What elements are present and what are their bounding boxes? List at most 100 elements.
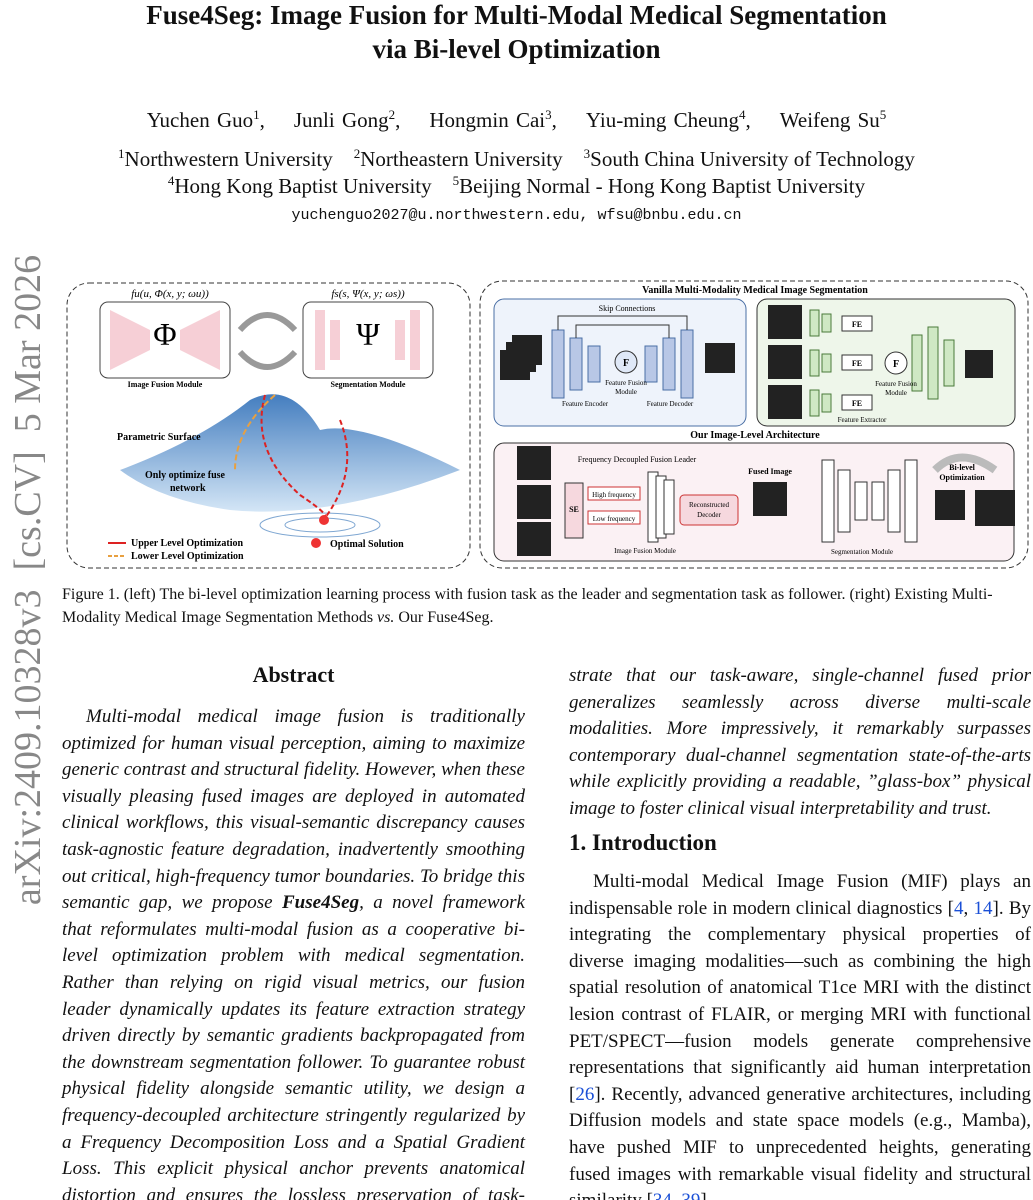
citation[interactable]: 34 [653,1190,672,1200]
label: Feature Encoder [562,400,609,408]
text-run: , [672,1190,682,1200]
text-run: ]. [700,1190,711,1200]
panel [66,282,471,569]
extractors [809,309,955,417]
text-run: , [963,897,974,919]
freq-box [587,486,641,501]
bold-run: Fuse4Seg [282,892,360,914]
formula: fs(s, Ψ(x, y; ωs)) [331,288,405,300]
citation[interactable]: 4 [954,897,964,919]
affiliations: 4Hong Kong Baptist University 5Beijing N… [0,173,1033,199]
affiliation-sup: 3 [583,146,591,161]
lower-path [234,394,276,471]
text-run: Multi-modal medical image fusion is trad… [62,706,525,914]
label: FE [852,359,862,368]
upper-path [324,419,349,519]
affiliation-name: Beijing Normal - Hong Kong Baptist Unive… [459,174,866,198]
label: Decoder [697,511,721,519]
box [99,301,231,379]
citation[interactable]: 14 [973,897,993,919]
mri-inputs [768,305,993,419]
text-run: ]. By integrating the complementary phys… [569,897,1032,1105]
citation[interactable]: 39 [681,1190,700,1200]
label: Our Image-Level Architecture [690,430,820,441]
symbol: Ψ [356,316,380,352]
label: Skip Connections [599,304,656,313]
author-sup: 4 [738,107,746,122]
label: Vanilla Multi-Modality Medical Image Seg… [642,285,868,296]
freq-box [587,510,641,525]
section-heading: 1. Introduction [569,830,717,855]
seg-shape [315,310,420,370]
author-name: Weifeng Su [779,108,880,132]
separator: , [551,108,557,132]
label: Optimization [939,473,985,482]
label: Frequency Decoupled Fusion Leader [578,455,697,464]
figure-caption: Figure 1. (left) The bi-level optimizati… [62,583,1032,629]
encoder-decoder [551,329,694,399]
bilevel-arrow [932,453,998,474]
symbol: Φ [153,316,176,352]
author-name: Yiu-ming Cheung [585,108,739,132]
mri-inputs [517,446,1015,556]
label: Module [615,388,637,396]
seg-net [821,459,918,543]
text-run: , a novel framework that reformulates mu… [62,892,525,1200]
label: FE [852,399,862,408]
label: Feature Decoder [647,400,694,408]
abstract-text: Multi-modal medical image fusion is trad… [62,704,525,1200]
fusion-node [884,351,908,375]
abstract-text: strate that our task-aware, single-chann… [569,663,1031,823]
side-stamp-area: arXiv:2409.10328v3 [cs.CV] 5 Mar 2026 [7,255,49,905]
label: Segmentation Module [331,380,406,389]
affiliation-sup: 1 [118,146,125,161]
label: High frequency [592,491,636,499]
author-name: Yuchen Guo [146,108,254,132]
label: Image Fusion Module [128,380,203,389]
separator: , [395,108,401,132]
abstract-heading: Abstract [252,662,335,687]
author-sup: 3 [545,107,552,122]
affiliations: 1Northwestern University 2Northeastern U… [0,146,1033,172]
separator: , [745,108,751,132]
mri-stack [500,335,735,380]
side-stamp: arXiv:2409.10328v3 [cs.CV] 5 Mar 2026 [7,255,49,905]
affiliation-sup: 5 [452,173,460,188]
label: Only optimize fuse [145,470,226,481]
label: Feature Fusion [875,380,917,388]
label: Feature Fusion [605,379,647,387]
label: network [170,483,206,494]
legend-label: Optimal Solution [330,539,404,550]
title-line: via Bi-level Optimization [372,34,661,64]
author-sup: 5 [879,107,887,122]
citation[interactable]: 26 [575,1083,595,1105]
affiliation-sup: 4 [167,173,175,188]
caption-text: Figure 1. (left) The bi-level optimizati… [62,586,993,626]
text-run: ]. Recently, advanced generative archite… [569,1083,1031,1200]
label: Image Fusion Module [614,547,676,555]
label: Bi-level [949,463,976,472]
intro-text: Multi-modal Medical Image Fusion (MIF) p… [569,869,1031,1200]
label: Segmentation Module [831,548,893,556]
separator: , [259,108,265,132]
title-line: Fuse4Seg: Image Fusion for Multi-Modal M… [146,0,887,30]
contour [259,512,381,538]
label: SE [569,505,579,514]
shape [110,310,150,370]
surface [120,394,460,512]
shape [180,310,220,370]
caption-text: Our Fuse4Seg. [394,609,494,626]
figure: fu(u, Φ(x, y; ωu)) fs(s, Ψ(x, y; ωs)) Φ … [66,280,1029,569]
fusion-node [614,350,638,374]
author-name: Junli Gong [293,108,389,132]
text-run: strate that our task-aware, single-chann… [569,665,1031,819]
affiliation-name: Northeastern University [360,147,563,171]
text-run: Multi-modal Medical Image Fusion (MIF) p… [569,871,1031,919]
apple [319,515,329,525]
email: yuchenguo2027@u.northwestern.edu, wfsu@b… [291,207,742,224]
label: F [893,359,899,370]
paragraph: Multi-modal Medical Image Fusion (MIF) p… [569,869,1031,1200]
